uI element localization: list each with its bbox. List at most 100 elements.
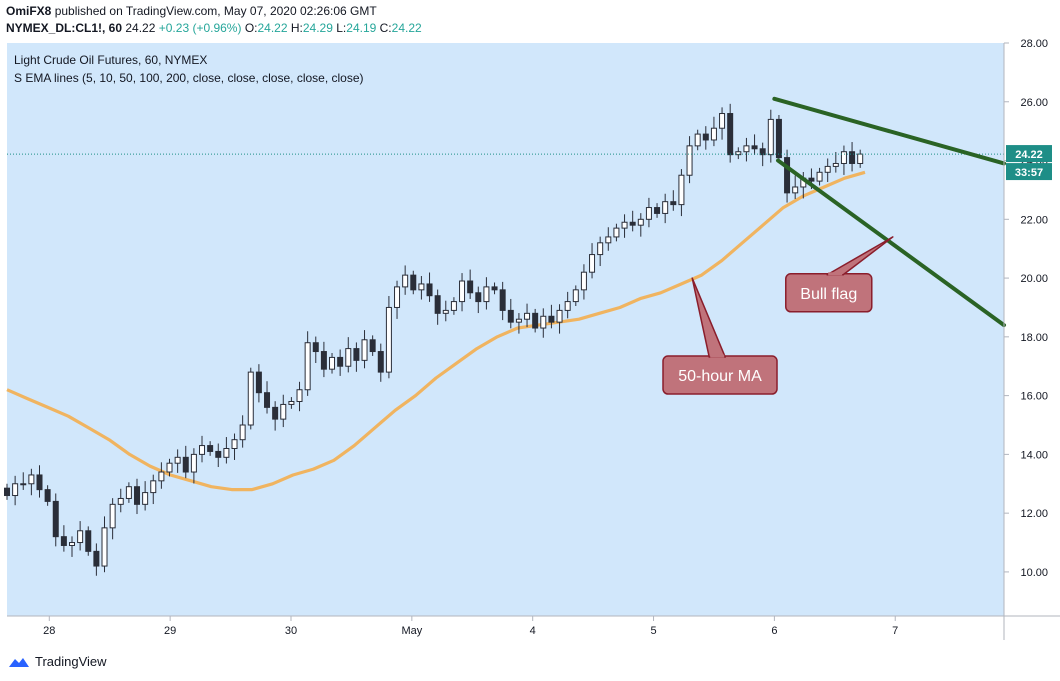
- candle-body[interactable]: [507, 309, 514, 323]
- candle-body[interactable]: [572, 289, 579, 303]
- candle-body[interactable]: [150, 480, 157, 494]
- candle-body[interactable]: [702, 133, 709, 141]
- candle-body[interactable]: [174, 456, 181, 464]
- candle-body[interactable]: [215, 450, 222, 458]
- candle-body[interactable]: [637, 218, 644, 226]
- candle-body[interactable]: [166, 462, 173, 473]
- candle-body[interactable]: [670, 201, 677, 206]
- candle-body[interactable]: [410, 274, 417, 291]
- candle-body[interactable]: [751, 145, 758, 150]
- candle-body[interactable]: [597, 242, 604, 256]
- candle-body[interactable]: [849, 151, 856, 164]
- candle-body[interactable]: [792, 186, 799, 194]
- candle-body[interactable]: [385, 306, 392, 373]
- candle-body[interactable]: [710, 127, 717, 141]
- candle-body[interactable]: [694, 133, 701, 147]
- price-axis[interactable]: 28.0026.0024.0022.0020.0018.0016.0014.00…: [1004, 38, 1048, 579]
- candle-body[interactable]: [52, 500, 59, 538]
- candle-body[interactable]: [394, 286, 401, 308]
- candle-body[interactable]: [515, 318, 522, 323]
- candle-body[interactable]: [743, 145, 750, 153]
- candle-body[interactable]: [329, 356, 336, 370]
- candle-body[interactable]: [784, 157, 791, 194]
- candle-body[interactable]: [434, 295, 441, 314]
- candle-body[interactable]: [548, 315, 555, 323]
- candle-body[interactable]: [199, 445, 206, 455]
- candle-body[interactable]: [686, 145, 693, 176]
- candle-body[interactable]: [759, 148, 766, 156]
- candle-body[interactable]: [158, 471, 165, 482]
- candle-body[interactable]: [12, 483, 19, 497]
- lower-trend-line[interactable]: [776, 158, 1006, 328]
- candle-body[interactable]: [678, 174, 685, 206]
- candle-body[interactable]: [312, 342, 319, 353]
- candle-body[interactable]: [580, 271, 587, 291]
- candle-body[interactable]: [605, 236, 612, 244]
- candle-body[interactable]: [44, 489, 51, 502]
- candle-body[interactable]: [264, 392, 271, 408]
- candle-body[interactable]: [816, 171, 823, 182]
- candle-body[interactable]: [556, 309, 563, 323]
- candle-body[interactable]: [60, 536, 67, 546]
- candle-body[interactable]: [564, 301, 571, 311]
- chart-plot-area[interactable]: [7, 43, 1004, 616]
- candle-body[interactable]: [719, 113, 726, 129]
- ma-callout[interactable]: 50-hour MA: [662, 277, 778, 395]
- candle-body[interactable]: [808, 177, 815, 182]
- indicator-legend[interactable]: S EMA lines (5, 10, 50, 100, 200, close,…: [14, 71, 364, 85]
- candle-body[interactable]: [735, 151, 742, 156]
- candle-body[interactable]: [662, 201, 669, 214]
- candle-body[interactable]: [337, 356, 344, 367]
- candle-body[interactable]: [824, 165, 831, 173]
- candle-body[interactable]: [77, 530, 84, 544]
- candle-body[interactable]: [20, 483, 27, 486]
- candle-body[interactable]: [377, 351, 384, 373]
- candle-body[interactable]: [645, 207, 652, 220]
- candle-body[interactable]: [629, 221, 636, 226]
- candle-body[interactable]: [182, 456, 189, 473]
- ma-50-line[interactable]: [6, 170, 866, 492]
- candle-body[interactable]: [491, 286, 498, 291]
- candle-body[interactable]: [369, 339, 376, 353]
- candle-body[interactable]: [475, 292, 482, 303]
- candle-body[interactable]: [288, 400, 295, 405]
- time-axis[interactable]: 28 29 30 May 4 5 6 7: [43, 616, 898, 637]
- upper-trend-line[interactable]: [772, 96, 1006, 166]
- author-name[interactable]: OmiFX8: [6, 4, 52, 18]
- candle-body[interactable]: [223, 448, 230, 458]
- candle-body[interactable]: [402, 274, 409, 288]
- candle-body[interactable]: [361, 339, 368, 361]
- candle-body[interactable]: [450, 301, 457, 311]
- candle-body[interactable]: [613, 227, 620, 238]
- candle-body[interactable]: [36, 474, 43, 491]
- candle-body[interactable]: [239, 424, 246, 441]
- candle-body[interactable]: [524, 312, 531, 320]
- candle-body[interactable]: [727, 113, 734, 156]
- candle-body[interactable]: [345, 348, 352, 367]
- candle-body[interactable]: [775, 118, 782, 159]
- candle-body[interactable]: [832, 162, 839, 167]
- candle-body[interactable]: [190, 453, 197, 473]
- tradingview-footer[interactable]: TradingView: [8, 654, 107, 669]
- candle-body[interactable]: [621, 221, 628, 229]
- candle-body[interactable]: [483, 286, 490, 303]
- candle-body[interactable]: [207, 445, 214, 452]
- symbol-label[interactable]: NYMEX_DL:CL1!, 60: [6, 21, 123, 35]
- candle-body[interactable]: [767, 118, 774, 156]
- candle-body[interactable]: [418, 283, 425, 291]
- candle-body[interactable]: [532, 312, 539, 329]
- candle-body[interactable]: [272, 406, 279, 420]
- candle-body[interactable]: [117, 497, 124, 505]
- candle-body[interactable]: [353, 348, 360, 361]
- candle-body[interactable]: [255, 371, 262, 394]
- candle-body[interactable]: [540, 315, 547, 329]
- candle-body[interactable]: [101, 527, 108, 567]
- candle-body[interactable]: [28, 474, 35, 485]
- bull-flag-callout[interactable]: Bull flag: [785, 236, 894, 313]
- candle-body[interactable]: [467, 280, 474, 294]
- candle-body[interactable]: [93, 550, 100, 567]
- candle-body[interactable]: [857, 153, 864, 164]
- candle-body[interactable]: [280, 403, 287, 420]
- candle-body[interactable]: [304, 342, 311, 391]
